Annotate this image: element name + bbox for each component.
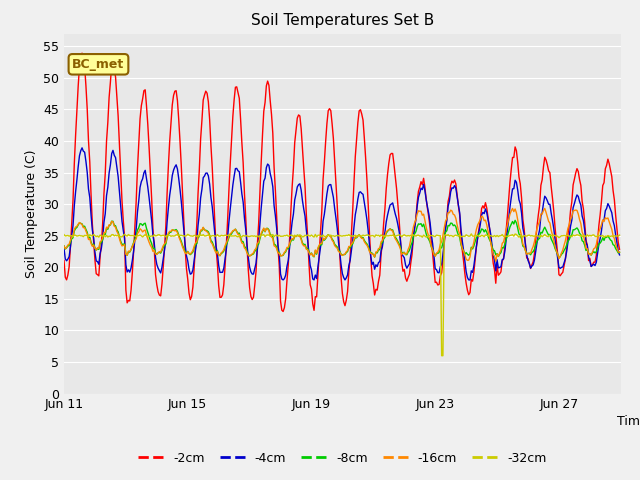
Legend: -2cm, -4cm, -8cm, -16cm, -32cm: -2cm, -4cm, -8cm, -16cm, -32cm [133, 447, 552, 469]
Text: BC_met: BC_met [72, 58, 125, 71]
Title: Soil Temperatures Set B: Soil Temperatures Set B [251, 13, 434, 28]
X-axis label: Time: Time [616, 415, 640, 428]
Y-axis label: Soil Temperature (C): Soil Temperature (C) [24, 149, 38, 278]
